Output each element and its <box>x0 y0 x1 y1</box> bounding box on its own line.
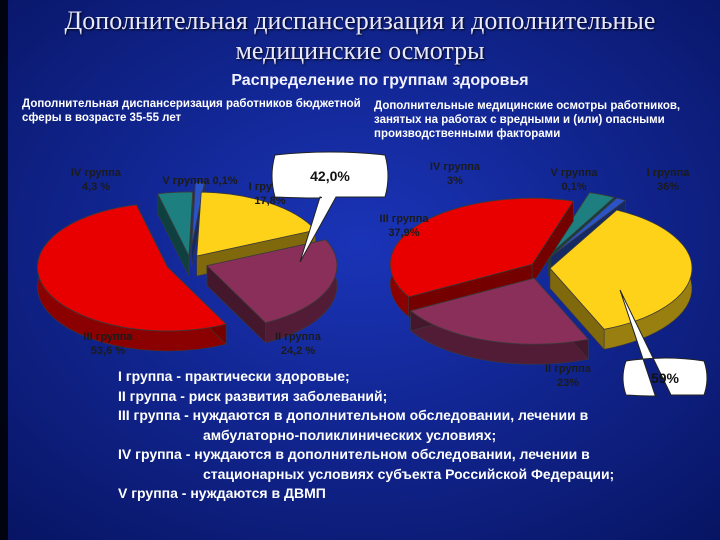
slice-group5-top <box>550 197 627 257</box>
slice-group2-top <box>206 239 338 324</box>
slice-group3 <box>37 204 227 352</box>
slice-label-group3: III группа 37,9% <box>380 213 430 239</box>
chart-1-caption: Дополнительная диспансеризация работнико… <box>22 98 361 124</box>
page-title: Дополнительная диспансеризация и дополни… <box>64 6 656 65</box>
callout-value-2: 59% <box>651 370 680 386</box>
legend-line-group3: III группа - нуждаются в дополнительном … <box>118 407 589 423</box>
slice-label-group4: IV группа 4,3 % <box>71 167 122 193</box>
slice-group2-top <box>409 277 590 345</box>
slice-group1-top <box>196 191 317 257</box>
callout-value-1: 42,0% <box>310 168 350 184</box>
legend-line-group2: II группа - риск развития заболеваний; <box>118 387 388 404</box>
slice-group2 <box>409 277 590 365</box>
callout-bubble-1 <box>271 151 389 263</box>
slice-label-group3: III группа 53,6 % <box>84 331 134 357</box>
slice-label-group4: IV группа 3% <box>430 161 481 187</box>
pie-chart-1: I группа 17,8%II группа 24,2 %III группа 53… <box>37 151 389 357</box>
pie-chart-2: I группа 36% II группа 23% III группа 37,9%IV… <box>380 161 708 397</box>
chart-2-caption: Дополнительные медицинские осмотры работ… <box>374 100 681 140</box>
slice-group4-top <box>157 191 194 258</box>
slice-group4-top <box>547 192 616 257</box>
chart-subtitle: Распределение по группам здоровья <box>231 72 529 89</box>
slice-group4 <box>157 191 194 277</box>
slice-label-group1: I группа 36% <box>647 167 691 193</box>
slice-group3-top <box>389 197 575 298</box>
slice-label-group2: II группа 23% <box>545 363 592 389</box>
legend-line-group4: IV группа - нуждаются в дополнительном о… <box>118 446 590 462</box>
legend-line-group5: V группа - нуждаются в ДВМП <box>118 485 326 501</box>
slice-group1-top <box>549 209 693 330</box>
slice-group1 <box>549 209 693 351</box>
legend-line-group3-cont: амбулаторно-поликлинических условиях; <box>203 426 497 443</box>
slice-label-group2: II группа 24,2 % <box>275 331 322 357</box>
slice-label-group5: V группа 0,1% <box>162 175 237 187</box>
slice-group3-top <box>37 204 227 332</box>
legend-line-group4-cont: стационарных условиях субъекта Российско… <box>203 465 615 482</box>
callout-bubble-2 <box>619 289 708 397</box>
slice-group2 <box>206 238 338 344</box>
health-groups-legend: I группа - практически здоровые; II груп… <box>118 367 708 504</box>
legend-line-group1: I группа - практически здоровые; <box>118 368 350 384</box>
slice-label-group5: V группа 0,1% <box>550 167 598 193</box>
